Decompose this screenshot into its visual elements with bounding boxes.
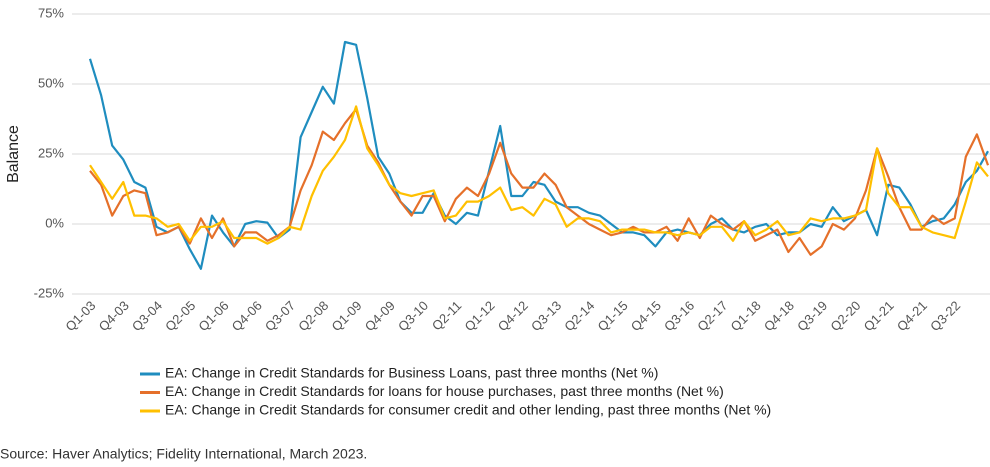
x-tick-label: Q2-14 (561, 298, 597, 334)
x-tick-label: Q4-09 (362, 298, 398, 334)
x-tick-label: Q3-04 (129, 298, 165, 334)
y-tick-label: 0% (45, 215, 64, 230)
y-tick-label: 25% (38, 145, 64, 160)
x-tick-label: Q1-03 (62, 298, 98, 334)
x-tick-label: Q3-10 (395, 298, 431, 334)
source: Source: Haver Analytics; Fidelity Intern… (0, 446, 367, 462)
x-tick-label: Q3-13 (528, 298, 564, 334)
x-tick-label: Q3-19 (794, 298, 830, 334)
legend-label: EA: Change in Credit Standards for Busin… (165, 365, 658, 381)
series-line (89, 105, 989, 245)
x-tick-label: Q1-18 (728, 298, 764, 334)
x-tick-label: Q4-03 (96, 298, 132, 334)
y-tick-label: 75% (38, 5, 64, 20)
x-tick-label: Q1-21 (861, 298, 897, 334)
series-line (88, 40, 989, 270)
x-tick-label: Q1-06 (195, 298, 231, 334)
x-tick-label: Q1-12 (462, 298, 498, 334)
legend-label: EA: Change in Credit Standards for consu… (165, 402, 771, 418)
x-tick-label: Q2-17 (694, 298, 730, 334)
y-tick-label: 50% (38, 75, 64, 90)
x-tick-label: Q4-15 (628, 298, 664, 334)
x-tick-label: Q2-05 (162, 298, 198, 334)
legend-label: EA: Change in Credit Standards for loans… (165, 383, 724, 399)
x-tick-label: Q3-22 (927, 298, 963, 334)
x-tick-label: Q1-09 (328, 298, 364, 334)
x-tick-label: Q4-06 (229, 298, 265, 334)
x-tick-label: Q2-08 (295, 298, 331, 334)
x-tick-label: Q4-12 (495, 298, 531, 334)
x-tick-label: Q2-11 (429, 298, 464, 333)
y-tick-label: -25% (34, 285, 65, 300)
y-axis-title: Balance (5, 125, 22, 183)
x-tick-label: Q2-20 (827, 298, 863, 334)
series-line (89, 108, 990, 256)
x-tick-label: Q4-21 (894, 298, 930, 334)
x-tick-label: Q3-16 (661, 298, 697, 334)
x-tick-label: Q4-18 (761, 298, 797, 334)
x-tick-label: Q3-07 (262, 298, 298, 334)
x-tick-label: Q1-15 (595, 298, 631, 334)
